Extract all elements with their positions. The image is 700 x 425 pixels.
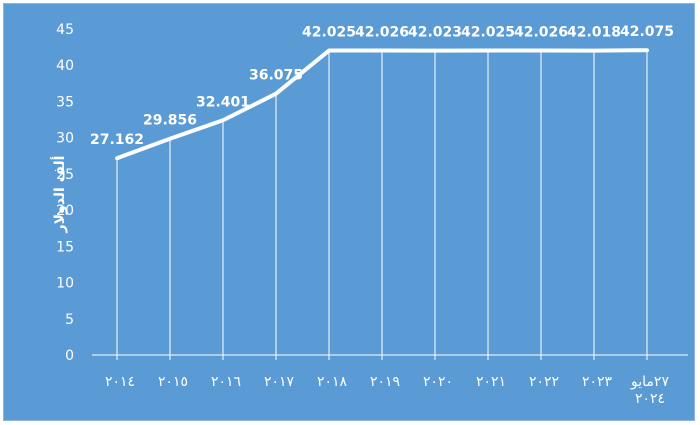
y-tick-label: 35: [56, 94, 74, 110]
y-tick-label: 10: [56, 276, 74, 292]
x-tick-label: ٢٠١٦: [211, 374, 241, 390]
chart-panel: 0 5 10 15 20 25 30 35 40 45 ٢٠١٤ ٢٠١٥ ٢٠١٦ ٢٠١٧ ٢٠١٨ ٢…: [3, 3, 695, 421]
y-tick-label: 0: [65, 348, 74, 364]
y-axis-title: ألف الدولار: [50, 156, 68, 234]
data-label: 42.075: [620, 24, 674, 40]
x-tick-label: ٢٠٢٠: [423, 374, 453, 390]
x-tick-label: ٢٠١٧: [264, 374, 295, 390]
x-tick-label: ٢٠٢١: [476, 374, 506, 390]
x-tick-label: ٢٠١٩: [370, 374, 400, 390]
y-tick-label: 5: [65, 312, 74, 328]
data-label: 42.025: [461, 25, 515, 41]
data-label: 42.025: [302, 25, 356, 41]
data-label: 29.856: [143, 113, 197, 129]
axes: [92, 354, 688, 360]
x-tick-label: ٢٠٢٢: [529, 374, 559, 390]
data-labels: 27.16229.85632.40136.07542.02542.02642.0…: [90, 24, 674, 148]
data-label: 32.401: [196, 94, 250, 110]
x-tick-label: ٢٠٢٣: [582, 374, 613, 390]
x-tick-labels: ٢٠١٤ ٢٠١٥ ٢٠١٦ ٢٠١٧ ٢٠١٨ ٢٠١٩ ٢٠٢٠ ٢٠٢١ ٢٠٢٢ ٢٠٢٣…: [105, 374, 669, 407]
y-tick-labels: 0 5 10 15 20 25 30 35 40 45: [56, 22, 74, 364]
gridlines: [116, 50, 648, 355]
y-tick-label: 40: [56, 58, 74, 74]
x-tick-label: ٢٠١٨: [317, 374, 348, 390]
y-tick-label: 30: [56, 131, 74, 147]
y-tick-label: 25: [56, 167, 74, 183]
x-tick-label: ٢٠١٥: [158, 374, 188, 390]
x-tick-label: ٢٧مايو ٢٠٢٤: [630, 374, 669, 407]
data-label: 42.018: [567, 25, 621, 41]
data-label: 27.162: [90, 132, 144, 148]
data-label: 36.075: [249, 68, 303, 84]
data-label: 42.026: [355, 25, 409, 41]
data-label: 42.023: [408, 25, 462, 41]
data-label: 42.026: [514, 25, 568, 41]
series-layer: [115, 48, 649, 161]
y-tick-label: 45: [56, 22, 74, 38]
y-tick-label: 15: [56, 239, 74, 255]
y-tick-label: 20: [56, 203, 74, 219]
x-tick-label: ٢٠١٤: [105, 374, 135, 390]
series-line: [115, 48, 649, 161]
